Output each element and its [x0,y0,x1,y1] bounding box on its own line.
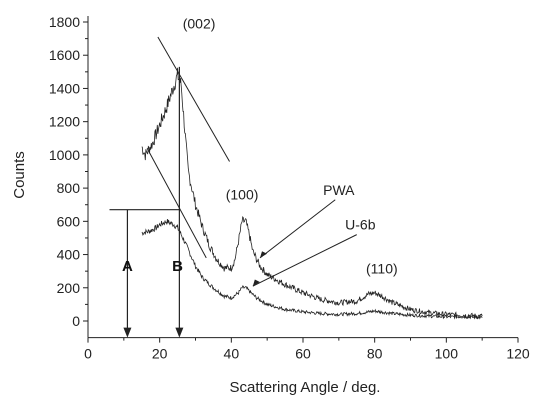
u6b-leader-arrow [252,279,260,287]
arrow-a-head [123,327,132,338]
annotation-label: U-6b [345,217,376,233]
y-tick-label: 1400 [49,80,80,96]
annotations: (002) (100) (110) PWA U-6b A B [109,16,398,338]
y-tick-label: 200 [57,280,81,296]
annotation-label: PWA [323,182,355,198]
y-tick-label: 0 [72,313,80,329]
annotation-label: A [122,258,133,275]
x-tick-label: 0 [84,346,92,362]
annotation-label: (110) [366,261,398,277]
x-tick-label: 60 [295,346,311,362]
arrow-b-head [175,327,184,338]
y-tick-label: 600 [57,213,81,229]
y-tick-label: 1600 [49,47,80,63]
x-axis-title: Scattering Angle / deg. [230,379,381,396]
y-tick-label: 400 [57,247,81,263]
x-tick-label: 40 [224,346,240,362]
x-tick-label: 80 [367,346,383,362]
y-tick-label: 800 [57,180,81,196]
y-tick-label: 1000 [49,147,80,163]
pwa-leader-arrow [260,251,267,258]
x-tick-label: 20 [152,346,168,362]
axes: 0 20 40 60 80 100 1200200400600800100012001400… [49,14,530,362]
plot-area [141,67,483,320]
y-tick-label: 1200 [49,114,80,130]
series-line-u-6b [141,219,483,320]
annotation-label: (002) [183,16,216,32]
series-line-pwa [141,67,483,320]
tangent-line-002 [157,36,230,162]
baseline-line-pwa [146,148,207,259]
u6b-leader-line [252,234,357,287]
x-tick-label: 120 [506,346,530,362]
pwa-leader-line [259,199,336,259]
y-tick-label: 1800 [49,14,80,30]
y-axis-title: Counts [11,151,28,199]
annotation-label: B [172,258,183,275]
x-tick-label: 100 [435,346,459,362]
annotation-label: (100) [226,187,259,203]
